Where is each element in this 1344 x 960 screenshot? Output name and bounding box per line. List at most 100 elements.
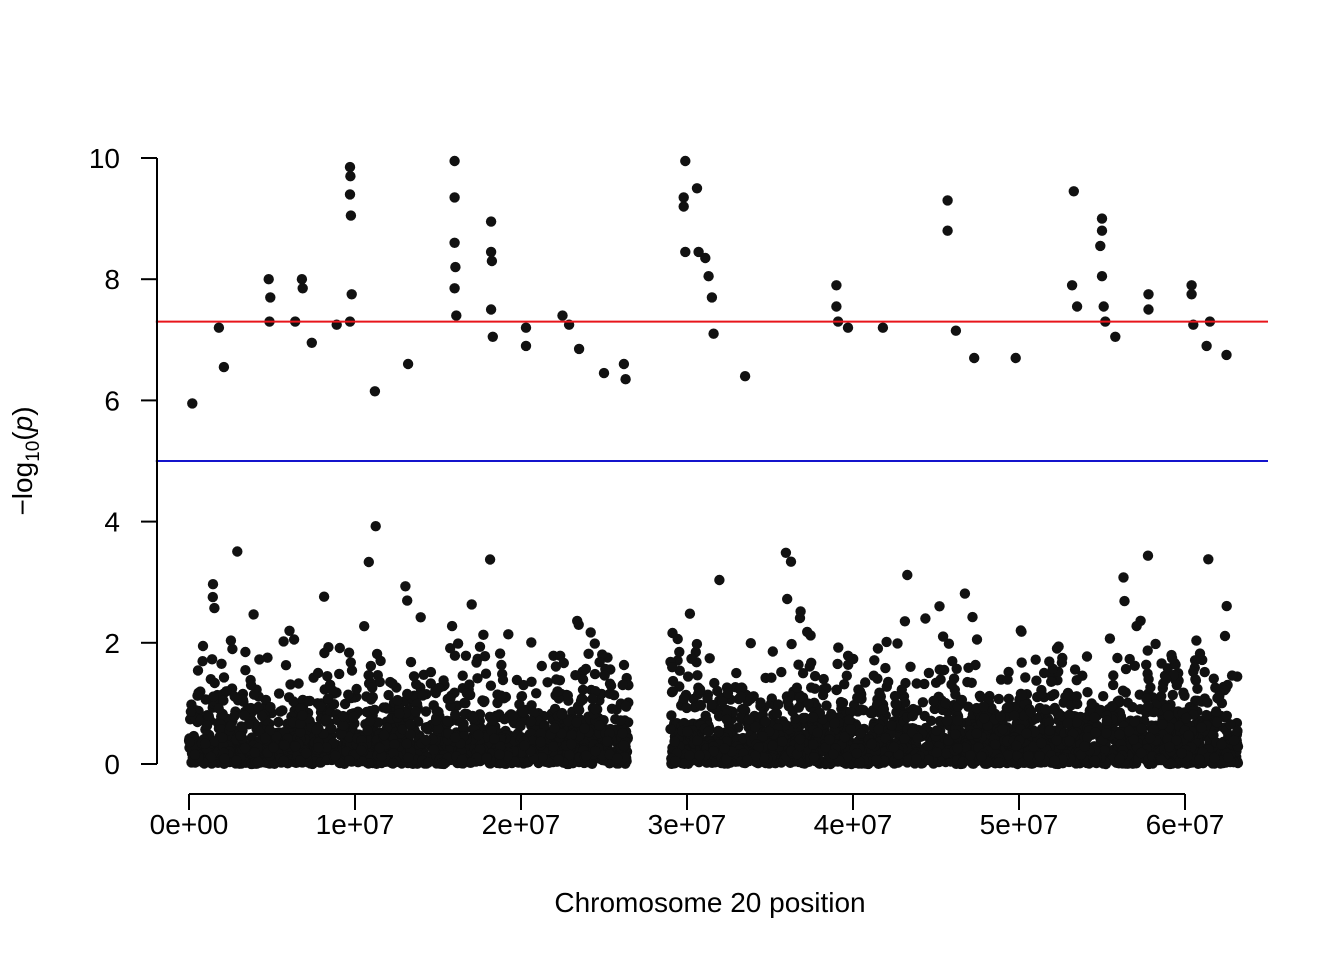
data-point bbox=[1167, 653, 1177, 663]
data-point bbox=[1036, 738, 1046, 748]
data-point bbox=[297, 710, 307, 720]
data-point bbox=[590, 669, 600, 679]
data-point bbox=[808, 739, 818, 749]
data-point bbox=[1107, 701, 1117, 711]
data-point bbox=[208, 691, 218, 701]
data-point bbox=[1023, 751, 1033, 761]
data-point bbox=[279, 756, 289, 766]
data-point bbox=[802, 627, 812, 637]
data-point bbox=[389, 739, 399, 749]
y-tick-label: 0 bbox=[104, 749, 120, 780]
data-point bbox=[1031, 655, 1041, 665]
data-point bbox=[1002, 674, 1012, 684]
data-point bbox=[668, 676, 678, 686]
data-point bbox=[777, 736, 787, 746]
data-point bbox=[537, 661, 547, 671]
data-point bbox=[307, 338, 317, 348]
data-point bbox=[950, 729, 960, 739]
x-tick-label: 3e+07 bbox=[648, 809, 727, 840]
data-point bbox=[1150, 639, 1160, 649]
data-point bbox=[365, 716, 375, 726]
data-point bbox=[976, 751, 986, 761]
data-point bbox=[521, 341, 531, 351]
data-point bbox=[567, 730, 577, 740]
data-point bbox=[503, 629, 513, 639]
data-point bbox=[703, 726, 713, 736]
data-point bbox=[439, 759, 449, 769]
data-point bbox=[434, 683, 444, 693]
data-point bbox=[1131, 621, 1141, 631]
data-point bbox=[1017, 690, 1027, 700]
data-point bbox=[1141, 660, 1151, 670]
data-point bbox=[755, 697, 765, 707]
data-point bbox=[686, 654, 696, 664]
data-point bbox=[226, 721, 236, 731]
data-point bbox=[1137, 723, 1147, 733]
data-point bbox=[1202, 697, 1212, 707]
y-tick-label: 10 bbox=[89, 143, 120, 174]
data-point bbox=[705, 653, 715, 663]
data-point bbox=[496, 691, 506, 701]
data-point bbox=[402, 689, 412, 699]
data-point bbox=[581, 750, 591, 760]
data-point bbox=[667, 662, 677, 672]
data-point bbox=[1186, 289, 1196, 299]
data-point bbox=[450, 732, 460, 742]
data-point bbox=[745, 694, 755, 704]
data-point bbox=[344, 648, 354, 658]
data-point bbox=[679, 192, 689, 202]
data-point bbox=[248, 609, 258, 619]
data-point bbox=[486, 216, 496, 226]
data-point bbox=[197, 656, 207, 666]
data-point bbox=[284, 626, 294, 636]
data-point bbox=[869, 655, 879, 665]
data-point bbox=[744, 714, 754, 724]
data-point bbox=[207, 654, 217, 664]
data-point bbox=[1161, 674, 1171, 684]
data-point bbox=[831, 280, 841, 290]
data-point bbox=[563, 690, 573, 700]
data-point bbox=[344, 755, 354, 765]
data-point bbox=[278, 636, 288, 646]
data-point bbox=[1102, 716, 1112, 726]
data-point bbox=[319, 648, 329, 658]
data-point bbox=[348, 712, 358, 722]
data-point bbox=[486, 304, 496, 314]
data-point bbox=[549, 723, 559, 733]
data-point bbox=[345, 189, 355, 199]
data-point bbox=[1101, 728, 1111, 738]
data-point bbox=[1203, 554, 1213, 564]
data-point bbox=[1176, 748, 1186, 758]
data-point bbox=[855, 728, 865, 738]
data-point bbox=[586, 627, 596, 637]
data-point bbox=[257, 711, 267, 721]
data-point bbox=[392, 695, 402, 705]
data-point bbox=[1112, 653, 1122, 663]
data-point bbox=[846, 724, 856, 734]
data-point bbox=[831, 301, 841, 311]
data-point bbox=[403, 359, 413, 369]
data-point bbox=[1168, 690, 1178, 700]
data-point bbox=[466, 758, 476, 768]
data-point bbox=[334, 669, 344, 679]
data-point bbox=[806, 658, 816, 668]
data-point bbox=[406, 657, 416, 667]
data-point bbox=[566, 739, 576, 749]
data-point bbox=[379, 730, 389, 740]
data-point bbox=[602, 736, 612, 746]
data-point bbox=[666, 710, 676, 720]
x-axis-title: Chromosome 20 position bbox=[554, 887, 865, 918]
data-point bbox=[878, 323, 888, 333]
data-point bbox=[290, 741, 300, 751]
data-point bbox=[370, 386, 380, 396]
data-point bbox=[720, 743, 730, 753]
data-point bbox=[619, 740, 629, 750]
data-point bbox=[828, 749, 838, 759]
data-point bbox=[187, 398, 197, 408]
data-point bbox=[717, 697, 727, 707]
data-point bbox=[388, 758, 398, 768]
data-point bbox=[406, 729, 416, 739]
data-point bbox=[553, 686, 563, 696]
data-point bbox=[249, 689, 259, 699]
